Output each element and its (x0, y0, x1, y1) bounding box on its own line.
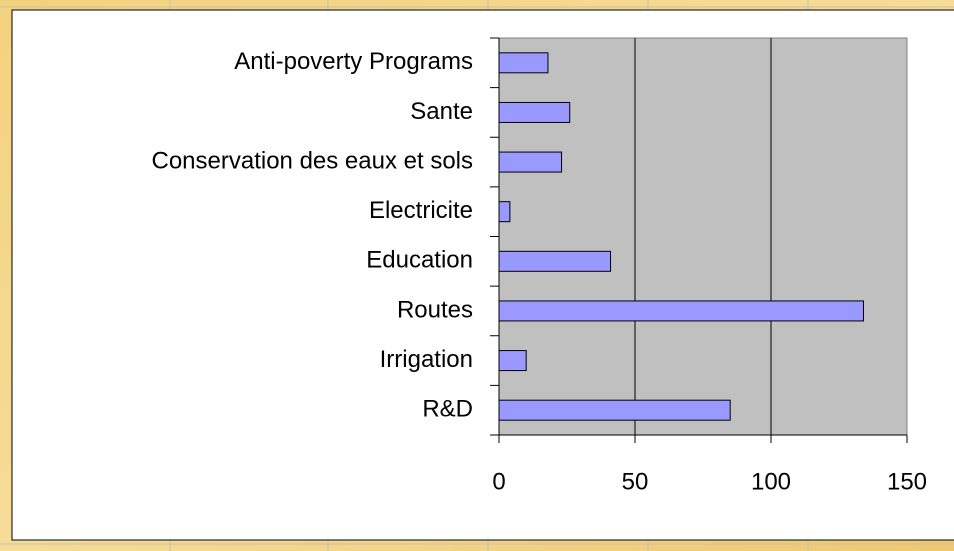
y-tick-label: R&D (422, 396, 473, 423)
x-tick-label: 150 (887, 468, 927, 495)
bar (498, 399, 731, 421)
bar (498, 52, 549, 74)
bar (498, 300, 864, 322)
y-tick-label: Conservation des eaux et sols (151, 147, 473, 174)
bar (498, 151, 563, 173)
bar (498, 250, 612, 272)
y-tick-label: Routes (397, 296, 473, 323)
y-tick-label: Sante (410, 98, 473, 125)
bar (498, 350, 527, 372)
bar (498, 101, 571, 123)
y-tick-label: Electricite (369, 197, 473, 224)
x-tick-label: 50 (622, 468, 649, 495)
y-tick-label: Irrigation (380, 346, 473, 373)
y-tick-label: Anti-poverty Programs (234, 48, 473, 75)
x-tick-label: 100 (751, 468, 791, 495)
x-tick-label: 0 (492, 468, 505, 495)
plot-area (498, 37, 908, 436)
y-tick-label: Education (366, 247, 473, 274)
bar (498, 201, 511, 223)
